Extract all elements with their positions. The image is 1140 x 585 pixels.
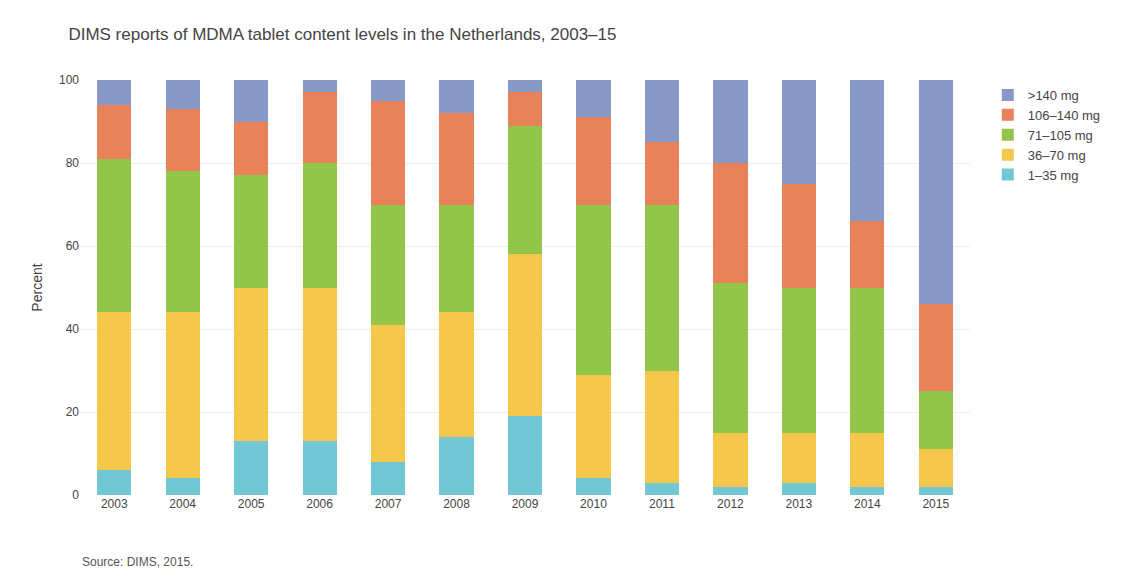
svg-text:80: 80 (66, 156, 80, 170)
svg-text:2008: 2008 (443, 497, 470, 511)
svg-text:2012: 2012 (717, 497, 744, 511)
svg-text:36–70 mg: 36–70 mg (1028, 148, 1086, 163)
svg-text:Source: DIMS, 2015.: Source: DIMS, 2015. (82, 555, 193, 569)
svg-text:0: 0 (72, 488, 79, 502)
svg-text:1–35 mg: 1–35 mg (1028, 168, 1079, 183)
svg-text:2014: 2014 (854, 497, 881, 511)
svg-text:71–105 mg: 71–105 mg (1028, 128, 1093, 143)
svg-text:2007: 2007 (375, 497, 402, 511)
svg-text:2011: 2011 (649, 497, 675, 511)
svg-text:2006: 2006 (306, 497, 333, 511)
svg-text:2013: 2013 (785, 497, 812, 511)
svg-text:40: 40 (66, 322, 80, 336)
svg-text:>140 mg: >140 mg (1028, 88, 1079, 103)
svg-text:DIMS reports of MDMA tablet co: DIMS reports of MDMA tablet content leve… (68, 25, 616, 44)
svg-text:60: 60 (66, 239, 80, 253)
svg-text:106–140 mg: 106–140 mg (1028, 108, 1100, 123)
svg-text:2004: 2004 (169, 497, 196, 511)
svg-text:2003: 2003 (101, 497, 128, 511)
svg-text:20: 20 (66, 405, 80, 419)
svg-text:2005: 2005 (238, 497, 265, 511)
svg-text:2010: 2010 (580, 497, 607, 511)
svg-text:Percent: Percent (29, 263, 45, 311)
svg-text:2015: 2015 (922, 497, 949, 511)
svg-text:100: 100 (59, 73, 79, 87)
svg-text:2009: 2009 (512, 497, 539, 511)
